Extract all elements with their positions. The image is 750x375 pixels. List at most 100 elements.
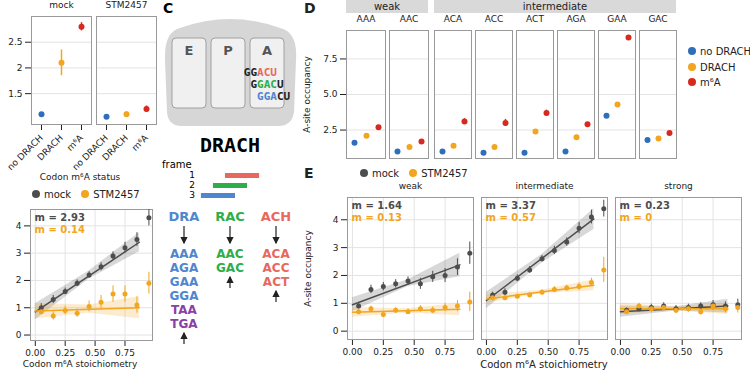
svg-text:0.75: 0.75: [703, 347, 723, 357]
svg-text:4: 4: [333, 215, 339, 225]
svg-text:m⁶A: m⁶A: [130, 132, 151, 153]
svg-text:no DRACH: no DRACH: [5, 132, 45, 173]
svg-text:AAC: AAC: [400, 14, 419, 24]
svg-text:ACT: ACT: [526, 14, 544, 24]
svg-text:weak: weak: [399, 181, 423, 191]
html-text:STM2457: STM2457: [421, 167, 468, 179]
svg-text:3: 3: [189, 190, 195, 200]
svg-text:m = 3.37: m = 3.37: [486, 200, 536, 211]
svg-text:0.00: 0.00: [342, 347, 362, 357]
svg-text:7.5: 7.5: [323, 54, 337, 64]
html-text:DRACH: DRACH: [700, 61, 736, 72]
html-text:Codon m⁶A status: Codon m⁶A status: [39, 172, 121, 182]
svg-text:m = 0.57: m = 0.57: [486, 212, 536, 223]
svg-text:m = 1.64: m = 1.64: [352, 200, 402, 211]
svg-text:2: 2: [17, 63, 23, 73]
svg-text:DRACH: DRACH: [35, 133, 65, 163]
svg-text:0: 0: [333, 326, 339, 336]
svg-text:m = 2.93: m = 2.93: [35, 212, 85, 223]
html-text:Codon m⁶A stoichiometry: Codon m⁶A stoichiometry: [22, 359, 138, 369]
svg-text:GGA: GGA: [170, 289, 200, 303]
svg-text:GAA: GAA: [607, 14, 627, 24]
svg-text:AGA: AGA: [170, 261, 199, 275]
svg-text:0.25: 0.25: [373, 347, 393, 357]
svg-text:0.75: 0.75: [569, 347, 589, 357]
svg-text:2: 2: [189, 180, 195, 190]
svg-text:A-site occupancy: A-site occupancy: [302, 56, 312, 133]
svg-text:0.00: 0.00: [476, 347, 496, 357]
html-text:mock: mock: [44, 188, 72, 200]
svg-text:0: 0: [16, 330, 22, 340]
svg-text:TGA: TGA: [170, 317, 198, 331]
svg-text:ACH: ACH: [261, 209, 291, 224]
svg-text:0.75: 0.75: [115, 348, 135, 358]
svg-text:m = 0.14: m = 0.14: [35, 224, 85, 235]
html-text:mock: mock: [372, 167, 400, 179]
svg-text:TAA: TAA: [171, 303, 198, 317]
svg-text:AGA: AGA: [566, 14, 586, 24]
svg-text:0.25: 0.25: [507, 347, 527, 357]
html-text:D: D: [304, 0, 316, 16]
svg-text:m = 0.13: m = 0.13: [352, 212, 402, 223]
svg-text:A-site occupancy: A-site occupancy: [303, 230, 313, 307]
svg-text:DRACH: DRACH: [200, 133, 260, 157]
svg-text:0.25: 0.25: [55, 348, 75, 358]
svg-text:E: E: [185, 43, 194, 58]
svg-text:1: 1: [333, 298, 339, 308]
svg-text:no DRACH: no DRACH: [70, 132, 110, 173]
svg-text:ACA: ACA: [444, 14, 463, 24]
svg-text:ACC: ACC: [263, 261, 290, 275]
svg-text:3: 3: [16, 248, 22, 258]
svg-text:2: 2: [16, 275, 22, 285]
svg-text:0.50: 0.50: [404, 347, 424, 357]
svg-text:0.00: 0.00: [610, 347, 630, 357]
svg-text:AAA: AAA: [357, 14, 377, 24]
svg-text:m⁶A: m⁶A: [65, 132, 86, 153]
svg-text:mock: mock: [49, 0, 74, 10]
svg-text:0.50: 0.50: [672, 347, 692, 357]
svg-text:strong: strong: [664, 181, 693, 191]
svg-text:RAC: RAC: [215, 209, 245, 224]
svg-text:ACA: ACA: [262, 247, 290, 261]
html-text:m⁶A: m⁶A: [700, 76, 721, 88]
html-text:GG ACU: GG ACU: [243, 66, 277, 79]
svg-text:1.5: 1.5: [8, 89, 22, 99]
svg-text:0.75: 0.75: [435, 347, 455, 357]
svg-text:GAA: GAA: [170, 275, 199, 289]
svg-text:0.25: 0.25: [641, 347, 661, 357]
svg-text:3: 3: [333, 242, 339, 252]
svg-text:DRA: DRA: [169, 209, 200, 224]
svg-text:m = 0: m = 0: [620, 212, 653, 223]
svg-text:m = 0.23: m = 0.23: [620, 200, 670, 211]
html-text:weak: weak: [373, 1, 401, 12]
svg-text:0.50: 0.50: [538, 347, 558, 357]
svg-text:2.5: 2.5: [8, 37, 22, 47]
svg-text:2: 2: [333, 270, 339, 280]
svg-text:AAA: AAA: [170, 247, 199, 261]
svg-text:STM2457: STM2457: [106, 0, 148, 10]
svg-text:intermediate: intermediate: [516, 181, 574, 191]
svg-text:P: P: [223, 43, 233, 58]
html-text:Codon m⁶A stoichiometry: Codon m⁶A stoichiometry: [480, 359, 608, 370]
svg-text:ACT: ACT: [263, 275, 290, 289]
svg-text:A: A: [262, 43, 272, 58]
svg-text:ACC: ACC: [485, 14, 504, 24]
svg-text:C: C: [163, 0, 173, 16]
html-text:G GAC U: G GAC U: [250, 78, 284, 91]
html-text:STM2457: STM2457: [93, 188, 140, 200]
svg-text:5.0: 5.0: [323, 89, 338, 99]
svg-text:GGACU: GGACU: [257, 90, 290, 103]
svg-text:4: 4: [16, 221, 22, 231]
html-text:no DRACH: no DRACH: [700, 45, 750, 57]
svg-text:2.5: 2.5: [323, 125, 337, 135]
svg-text:frame: frame: [162, 159, 192, 170]
svg-text:AAC: AAC: [216, 247, 244, 261]
svg-text:DRACH: DRACH: [100, 133, 130, 163]
svg-text:GAC: GAC: [216, 261, 244, 275]
svg-text:GAC: GAC: [648, 14, 667, 24]
svg-text:1: 1: [16, 303, 22, 313]
svg-text:0.00: 0.00: [25, 348, 45, 358]
html-text:intermediate: intermediate: [522, 1, 588, 12]
svg-text:1: 1: [189, 170, 195, 180]
svg-text:0.50: 0.50: [85, 348, 105, 358]
